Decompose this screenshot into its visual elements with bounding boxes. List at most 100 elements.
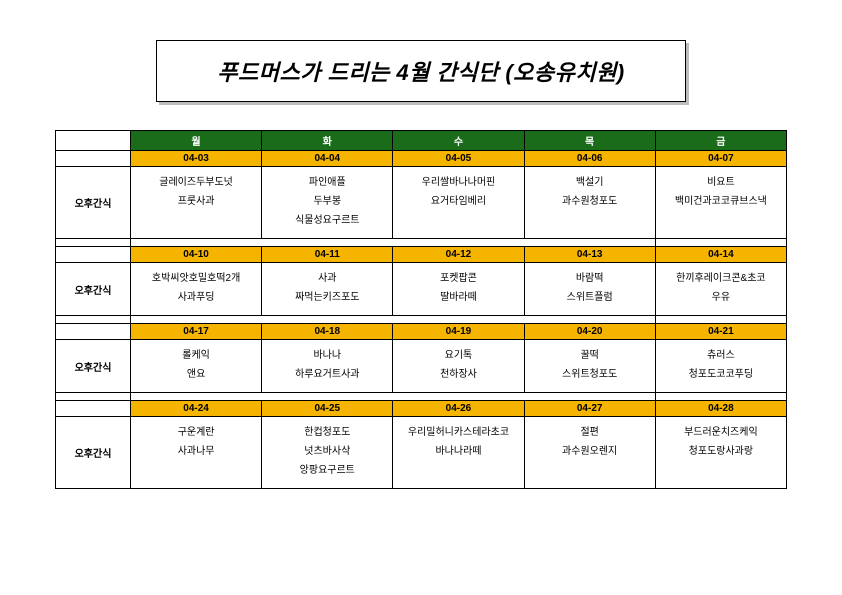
menu-cell: 우리밀허니카스테라초코바나나라떼 [393, 417, 524, 489]
menu-item: 우유 [658, 288, 784, 307]
menu-item: 하루요거트사과 [264, 365, 390, 384]
menu-item: 우리쌀바나나머핀 [395, 173, 521, 192]
menu-cell: 글레이즈두부도넛프룻사과 [131, 167, 262, 239]
menu-item: 요거타임베리 [395, 192, 521, 211]
date-row: 04-1704-1804-1904-2004-21 [56, 324, 787, 340]
day-header-fri: 금 [655, 131, 786, 151]
row-label: 오후간식 [56, 417, 131, 489]
date-cell: 04-19 [393, 324, 524, 340]
gap-cell [131, 393, 262, 401]
menu-item: 스위트플럼 [527, 288, 653, 307]
date-cell: 04-11 [262, 247, 393, 263]
day-header-tue: 화 [262, 131, 393, 151]
gap-cell [393, 393, 524, 401]
date-cell: 04-13 [524, 247, 655, 263]
menu-cell: 한컵청포도넛츠바사삭앙팡요구르트 [262, 417, 393, 489]
menu-cell: 우리쌀바나나머핀요거타임베리 [393, 167, 524, 239]
menu-cell: 요기톡천하장사 [393, 340, 524, 393]
menu-item: 백설기 [527, 173, 653, 192]
date-cell: 04-18 [262, 324, 393, 340]
menu-cell: 바나나하루요거트사과 [262, 340, 393, 393]
menu-cell: 츄러스청포도코코푸딩 [655, 340, 786, 393]
menu-item: 짜먹는키즈포도 [264, 288, 390, 307]
menu-item: 두부봉 [264, 192, 390, 211]
menu-cell: 비요트백미건과코코큐브스낵 [655, 167, 786, 239]
menu-item: 바나나라떼 [395, 442, 521, 461]
menu-item: 비요트 [658, 173, 784, 192]
menu-item: 딸바라떼 [395, 288, 521, 307]
date-row-blank [56, 401, 131, 417]
row-label: 오후간식 [56, 340, 131, 393]
gap-cell [524, 393, 655, 401]
date-cell: 04-05 [393, 151, 524, 167]
menu-cell: 꿀떡스위트청포도 [524, 340, 655, 393]
menu-cell: 절편과수원오렌지 [524, 417, 655, 489]
date-cell: 04-26 [393, 401, 524, 417]
menu-item: 식물성요구르트 [264, 211, 390, 230]
menu-item: 청포도랑사과랑 [658, 442, 784, 461]
menu-cell: 구운계란사과나무 [131, 417, 262, 489]
date-cell: 04-27 [524, 401, 655, 417]
gap-cell [56, 316, 131, 324]
menu-item: 글레이즈두부도넛 [133, 173, 259, 192]
menu-item: 청포도코코푸딩 [658, 365, 784, 384]
date-cell: 04-21 [655, 324, 786, 340]
menu-item: 앙팡요구르트 [264, 461, 390, 480]
menu-item: 사과 [264, 269, 390, 288]
date-cell: 04-25 [262, 401, 393, 417]
date-row: 04-1004-1104-1204-1304-14 [56, 247, 787, 263]
gap-cell [393, 239, 524, 247]
date-cell: 04-17 [131, 324, 262, 340]
header-blank [56, 131, 131, 151]
gap-cell [131, 239, 262, 247]
date-cell: 04-24 [131, 401, 262, 417]
menu-item: 포켓팝콘 [395, 269, 521, 288]
gap-cell [131, 316, 262, 324]
gap-cell [524, 316, 655, 324]
menu-row: 오후간식글레이즈두부도넛프룻사과파인애플두부봉식물성요구르트우리쌀바나나머핀요거… [56, 167, 787, 239]
gap-cell [262, 393, 393, 401]
menu-item: 절편 [527, 423, 653, 442]
day-header-thu: 목 [524, 131, 655, 151]
week-gap [56, 393, 787, 401]
gap-cell [524, 239, 655, 247]
gap-cell [655, 316, 786, 324]
date-cell: 04-20 [524, 324, 655, 340]
gap-cell [262, 316, 393, 324]
menu-item: 한끼후레이크콘&초코 [658, 269, 784, 288]
menu-item: 스위트청포도 [527, 365, 653, 384]
date-cell: 04-03 [131, 151, 262, 167]
date-cell: 04-12 [393, 247, 524, 263]
title-box: 푸드머스가 드리는 4월 간식단 (오송유치원) [156, 40, 685, 102]
menu-item: 백미건과코코큐브스낵 [658, 192, 784, 211]
date-cell: 04-06 [524, 151, 655, 167]
gap-cell [655, 393, 786, 401]
menu-item: 프룻사과 [133, 192, 259, 211]
menu-item: 천하장사 [395, 365, 521, 384]
menu-item: 파인애플 [264, 173, 390, 192]
row-label: 오후간식 [56, 167, 131, 239]
menu-cell: 롤케익앤요 [131, 340, 262, 393]
date-row-blank [56, 151, 131, 167]
menu-item: 한컵청포도 [264, 423, 390, 442]
day-header-wed: 수 [393, 131, 524, 151]
day-header-mon: 월 [131, 131, 262, 151]
gap-cell [655, 239, 786, 247]
menu-cell: 파인애플두부봉식물성요구르트 [262, 167, 393, 239]
menu-cell: 한끼후레이크콘&초코우유 [655, 263, 786, 316]
menu-row: 오후간식구운계란사과나무한컵청포도넛츠바사삭앙팡요구르트우리밀허니카스테라초코바… [56, 417, 787, 489]
menu-item: 츄러스 [658, 346, 784, 365]
menu-cell: 부드러운치즈케익청포도랑사과랑 [655, 417, 786, 489]
day-header-row: 월 화 수 목 금 [56, 131, 787, 151]
menu-item: 바나나 [264, 346, 390, 365]
snack-schedule-table: 월 화 수 목 금 04-0304-0404-0504-0604-07오후간식글… [55, 130, 787, 489]
menu-item: 우리밀허니카스테라초코 [395, 423, 521, 442]
menu-item: 사과푸딩 [133, 288, 259, 307]
menu-cell: 포켓팝콘딸바라떼 [393, 263, 524, 316]
menu-item: 과수원오렌지 [527, 442, 653, 461]
date-cell: 04-28 [655, 401, 786, 417]
menu-cell: 호박씨앗호밀호떡2개사과푸딩 [131, 263, 262, 316]
date-row-blank [56, 324, 131, 340]
menu-row: 오후간식롤케익앤요바나나하루요거트사과요기톡천하장사꿀떡스위트청포도츄러스청포도… [56, 340, 787, 393]
date-row: 04-0304-0404-0504-0604-07 [56, 151, 787, 167]
